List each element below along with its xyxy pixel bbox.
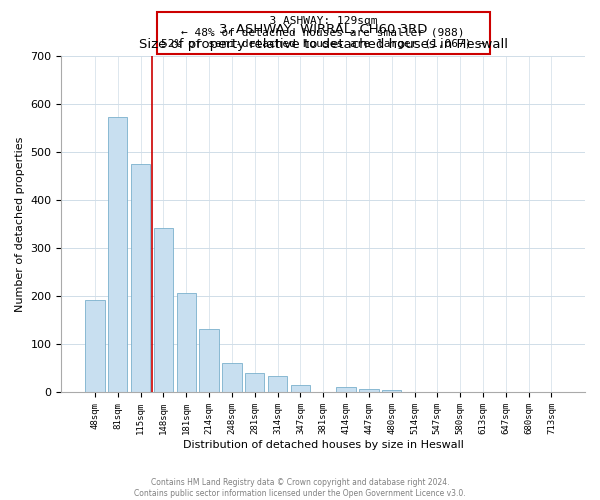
Bar xyxy=(154,228,173,392)
Bar xyxy=(199,328,219,392)
Bar xyxy=(108,117,127,392)
Text: 3 ASHWAY: 129sqm  
← 48% of detached houses are smaller (988)
52% of semi-detach: 3 ASHWAY: 129sqm ← 48% of detached house… xyxy=(161,16,485,49)
Bar xyxy=(290,386,310,392)
Text: Contains HM Land Registry data © Crown copyright and database right 2024.
Contai: Contains HM Land Registry data © Crown c… xyxy=(134,478,466,498)
Y-axis label: Number of detached properties: Number of detached properties xyxy=(15,136,25,312)
Bar xyxy=(359,388,379,392)
Bar xyxy=(268,376,287,392)
Bar xyxy=(222,362,242,392)
Bar xyxy=(337,386,356,392)
Bar xyxy=(176,294,196,392)
Bar xyxy=(245,373,265,392)
Bar xyxy=(131,164,150,392)
X-axis label: Distribution of detached houses by size in Heswall: Distribution of detached houses by size … xyxy=(183,440,464,450)
Bar xyxy=(382,390,401,392)
Bar xyxy=(85,300,104,392)
Title: 3, ASHWAY, WIRRAL, CH60 3RD
Size of property relative to detached houses in Hesw: 3, ASHWAY, WIRRAL, CH60 3RD Size of prop… xyxy=(139,22,508,50)
